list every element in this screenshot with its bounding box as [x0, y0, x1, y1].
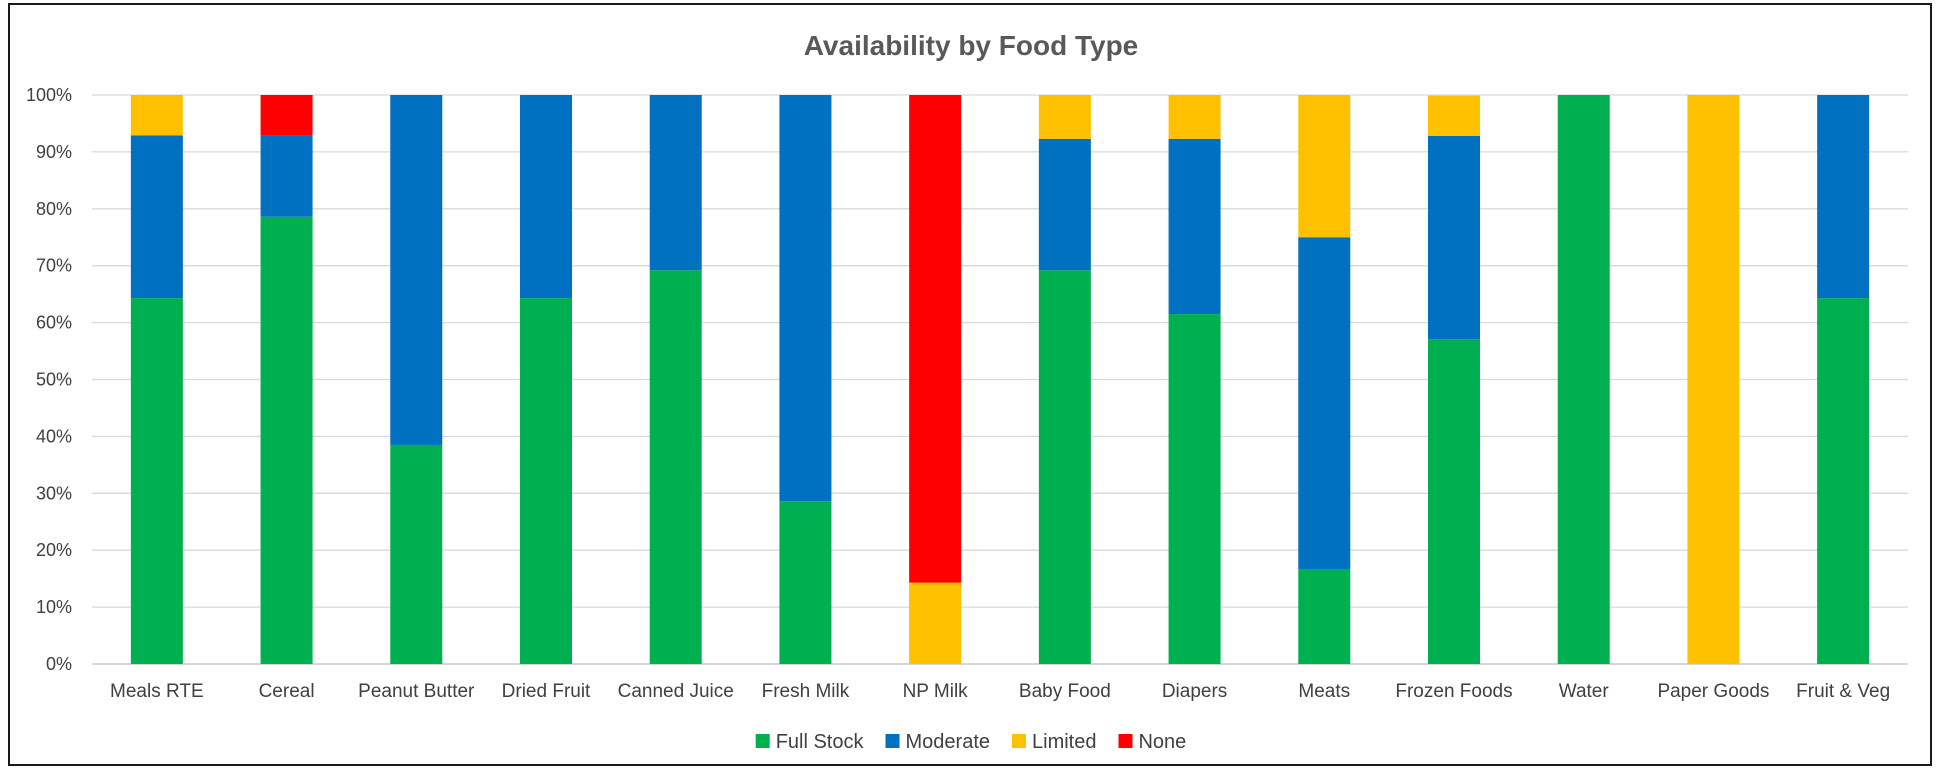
- legend-swatch: [1012, 734, 1027, 748]
- bar-segment-full-stock: [1168, 314, 1221, 664]
- y-tick-label: 100%: [26, 85, 72, 105]
- y-tick-label: 50%: [36, 370, 72, 390]
- bar-segment-full-stock: [1817, 298, 1870, 664]
- legend-label: None: [1138, 731, 1186, 753]
- legend: Full Stock Moderate Limited None: [755, 731, 1186, 753]
- bar-segment-limited: [1298, 95, 1351, 238]
- bar-segment-full-stock: [1298, 568, 1351, 664]
- y-axis-ticks: 0% 10% 20% 30% 40% 50% 60% 70% 80% 90% 100%: [26, 85, 72, 674]
- bar-segment-moderate: [649, 95, 702, 271]
- chart-frame: [8, 3, 1932, 766]
- bar-segment-full-stock: [130, 298, 183, 664]
- x-category-label: Frozen Foods: [1395, 681, 1512, 702]
- bar-segment-moderate: [1817, 95, 1870, 299]
- bar-segment-moderate: [1168, 138, 1221, 315]
- bar-segment-moderate: [779, 95, 832, 502]
- x-category-label: Cereal: [259, 681, 315, 702]
- x-category-label: Meals RTE: [110, 681, 204, 702]
- x-category-label: Fresh Milk: [762, 681, 850, 702]
- y-tick-label: 60%: [36, 313, 72, 333]
- x-axis-labels: Meals RTE Cereal Peanut Butter Dried Fruit C…: [110, 681, 1890, 702]
- bar-segment-full-stock: [1428, 339, 1480, 664]
- y-tick-label: 40%: [36, 426, 72, 446]
- y-tick-label: 90%: [36, 142, 72, 162]
- bar-segment-moderate: [130, 135, 183, 299]
- legend-swatch: [755, 734, 770, 748]
- legend-swatch: [885, 734, 900, 748]
- legend-label: Limited: [1032, 731, 1096, 753]
- bar-segment-moderate: [1038, 138, 1091, 271]
- x-category-label: Paper Goods: [1657, 681, 1769, 702]
- bar-segment-moderate: [1428, 135, 1480, 340]
- bar-segment-limited: [1038, 95, 1091, 139]
- bar-segment-moderate: [260, 135, 313, 217]
- legend-label: Moderate: [906, 731, 991, 753]
- y-tick-label: 30%: [36, 483, 72, 503]
- x-category-label: Water: [1559, 681, 1610, 702]
- bar-segment-moderate: [520, 95, 572, 299]
- y-tick-label: 70%: [36, 256, 72, 276]
- bar-segment-full-stock: [520, 298, 572, 664]
- legend-swatch: [1118, 734, 1133, 748]
- bar-segment-limited: [1168, 95, 1221, 139]
- bar-segment-full-stock: [390, 444, 443, 664]
- bar-segment-limited: [1687, 95, 1740, 664]
- bar-segment-full-stock: [1038, 270, 1091, 664]
- y-tick-label: 0%: [46, 654, 72, 674]
- x-category-label: Diapers: [1162, 681, 1227, 702]
- y-tick-label: 80%: [36, 199, 72, 219]
- x-category-label: Dried Fruit: [502, 681, 591, 702]
- bar-segment-limited: [130, 95, 183, 136]
- bar-segment-full-stock: [649, 270, 702, 664]
- x-category-label: Canned Juice: [618, 681, 734, 702]
- bar-segment-full-stock: [260, 216, 313, 665]
- x-category-label: NP Milk: [903, 681, 969, 702]
- x-category-label: Fruit & Veg: [1796, 681, 1890, 702]
- gridlines: [92, 94, 1908, 665]
- bars: [130, 95, 1870, 665]
- bar-segment-limited: [1428, 95, 1480, 136]
- bar-segment-limited: [909, 582, 962, 664]
- bar-segment-full-stock: [779, 501, 832, 664]
- legend-label: Full Stock: [776, 731, 865, 753]
- bar-segment-none: [909, 95, 962, 583]
- x-category-label: Meats: [1298, 681, 1350, 702]
- y-tick-label: 20%: [36, 540, 72, 560]
- bar-segment-moderate: [1298, 237, 1351, 569]
- chart-title: Availability by Food Type: [804, 30, 1139, 61]
- bar-segment-moderate: [390, 95, 443, 445]
- y-tick-label: 10%: [36, 597, 72, 617]
- x-category-label: Baby Food: [1019, 681, 1111, 702]
- bar-segment-full-stock: [1557, 95, 1610, 664]
- bar-segment-none: [260, 95, 313, 136]
- x-category-label: Peanut Butter: [358, 681, 475, 702]
